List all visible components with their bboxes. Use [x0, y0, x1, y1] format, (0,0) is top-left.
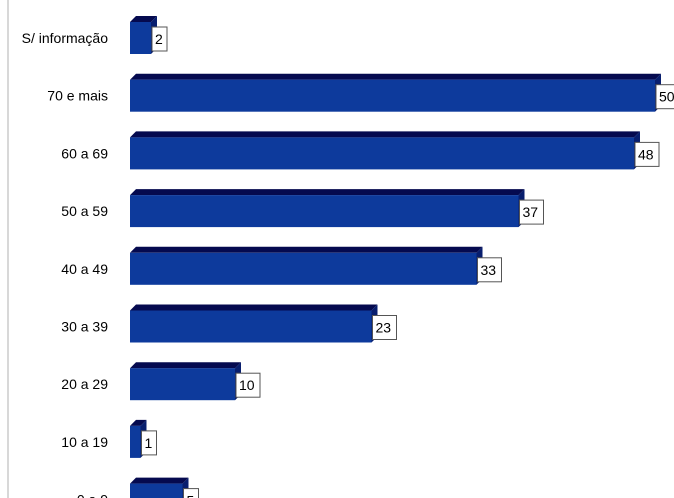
bar-top-face	[130, 419, 147, 426]
category-label: 20 a 29	[61, 376, 108, 392]
bar-top-face	[130, 16, 157, 22]
data-label-box	[372, 315, 397, 340]
category-label: 0 a 9	[77, 492, 108, 498]
data-label-box	[477, 257, 502, 283]
bar	[130, 195, 519, 228]
data-label: 33	[481, 262, 497, 278]
data-label-box	[141, 430, 157, 456]
category-label: 40 a 49	[61, 261, 108, 277]
data-label: 48	[638, 146, 654, 162]
bar	[130, 310, 372, 343]
bar	[130, 425, 141, 458]
bar	[130, 137, 634, 170]
bar-top-face	[130, 477, 189, 484]
category-label: 60 a 69	[61, 145, 108, 161]
data-label: 10	[239, 377, 255, 393]
bar	[130, 22, 151, 54]
category-label: 70 e mais	[47, 88, 108, 104]
bar-top-face	[130, 131, 640, 138]
category-label: 50 a 59	[61, 203, 108, 219]
data-label: 23	[376, 320, 392, 336]
category-label: S/ informação	[22, 30, 109, 46]
category-label: 10 a 19	[61, 434, 108, 450]
data-label: 2	[155, 31, 163, 47]
data-label-box	[235, 372, 261, 398]
data-label-box	[519, 199, 544, 225]
data-label-box	[655, 84, 674, 110]
data-label: 50	[659, 89, 674, 105]
data-label: 1	[145, 435, 153, 451]
data-label-box	[634, 141, 660, 167]
bar	[130, 483, 183, 498]
bar-top-face	[130, 304, 378, 311]
bar	[130, 368, 235, 401]
data-label: 37	[523, 204, 539, 220]
bar-top-face	[130, 73, 661, 80]
data-label-box	[151, 26, 168, 52]
bar	[130, 79, 655, 112]
bar-top-face	[130, 362, 241, 369]
data-label: 5	[187, 493, 195, 498]
data-label-box	[183, 488, 199, 498]
bar-top-face	[130, 189, 525, 196]
bar	[130, 252, 477, 285]
bars-group: S/ informação 2 70 e mais 50 60 a 69 48 50 a 5…	[22, 16, 674, 498]
category-label: 30 a 39	[61, 319, 108, 335]
bar-top-face	[130, 246, 483, 253]
